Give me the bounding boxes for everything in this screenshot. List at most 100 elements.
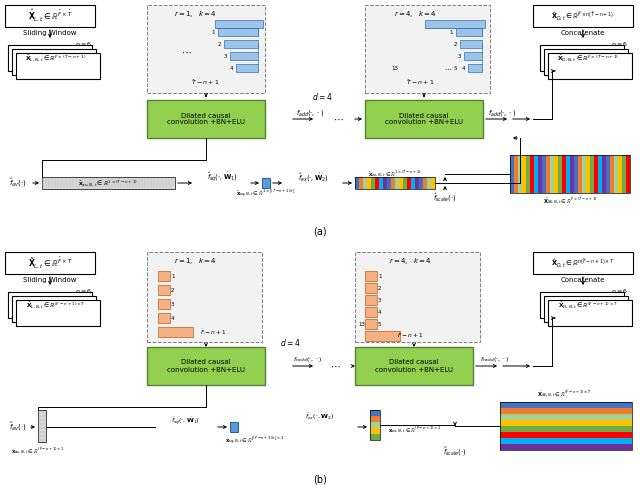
FancyBboxPatch shape (544, 49, 628, 75)
FancyBboxPatch shape (365, 5, 490, 93)
Text: $n=6$: $n=6$ (611, 40, 628, 48)
Text: 1: 1 (378, 274, 381, 279)
FancyBboxPatch shape (387, 177, 391, 189)
FancyBboxPatch shape (544, 296, 628, 322)
Text: 2: 2 (171, 287, 175, 292)
Text: $r=4,\ \ k=4$: $r=4,\ \ k=4$ (394, 9, 436, 19)
Text: $\hat{\mathbf{X}}_{D,N,t}\in\mathbb{R}^{\hat{F}\times(\hat{T}-n+1)}$: $\hat{\mathbf{X}}_{D,N,t}\in\mathbb{R}^{… (557, 53, 619, 63)
Text: $\tilde{F}-n+1$: $\tilde{F}-n+1$ (200, 327, 227, 337)
FancyBboxPatch shape (514, 155, 518, 193)
Text: $\hat{\mathbf{X}}_{L,N,t}\in\mathbb{R}^{(\hat{F}-n+1)\times T}$: $\hat{\mathbf{X}}_{L,N,t}\in\mathbb{R}^{… (26, 300, 86, 310)
FancyBboxPatch shape (365, 331, 400, 341)
Text: $\hat{\mathbf{X}}_{D,t}\in\mathbb{R}^{n(\hat{F}-n+1)\times T}$: $\hat{\mathbf{X}}_{D,t}\in\mathbb{R}^{n(… (551, 256, 615, 270)
Text: $\hat{\mathbf{X}}_{D,N,t}\in\mathbb{R}^{(\hat{F}-n+1)\times T}$: $\hat{\mathbf{X}}_{D,N,t}\in\mathbb{R}^{… (557, 300, 618, 310)
FancyBboxPatch shape (415, 177, 419, 189)
Text: $n=6$: $n=6$ (76, 287, 93, 295)
FancyBboxPatch shape (367, 177, 371, 189)
FancyBboxPatch shape (427, 177, 431, 189)
Text: $f_{nadd}(\cdot,\cdot)$: $f_{nadd}(\cdot,\cdot)$ (293, 355, 323, 364)
Text: 13: 13 (392, 66, 399, 70)
FancyBboxPatch shape (423, 177, 427, 189)
Text: Concatenate: Concatenate (561, 30, 605, 36)
Text: $\hat{f}_{av}(\cdot)$: $\hat{f}_{av}(\cdot)$ (9, 177, 27, 189)
Text: $\cdots$: $\cdots$ (333, 114, 343, 124)
FancyBboxPatch shape (500, 408, 632, 414)
FancyBboxPatch shape (500, 414, 632, 420)
FancyBboxPatch shape (355, 177, 359, 189)
FancyBboxPatch shape (548, 300, 632, 326)
FancyBboxPatch shape (370, 422, 380, 428)
FancyBboxPatch shape (365, 319, 377, 329)
FancyBboxPatch shape (158, 271, 170, 281)
Text: 4: 4 (171, 316, 175, 320)
Text: 4: 4 (461, 66, 465, 70)
Text: $r=1,\ \ k=4$: $r=1,\ \ k=4$ (173, 256, 216, 266)
Text: 2: 2 (378, 285, 381, 290)
Text: 4: 4 (230, 66, 233, 70)
FancyBboxPatch shape (12, 296, 96, 322)
FancyBboxPatch shape (230, 422, 238, 432)
FancyBboxPatch shape (215, 20, 263, 28)
FancyBboxPatch shape (42, 177, 175, 189)
FancyBboxPatch shape (403, 177, 407, 189)
FancyBboxPatch shape (12, 49, 96, 75)
FancyBboxPatch shape (586, 155, 590, 193)
FancyBboxPatch shape (370, 416, 380, 422)
FancyBboxPatch shape (548, 53, 632, 79)
FancyBboxPatch shape (365, 271, 377, 281)
FancyBboxPatch shape (554, 155, 558, 193)
Text: $\cdots$: $\cdots$ (180, 47, 191, 57)
Text: 4: 4 (378, 310, 381, 315)
FancyBboxPatch shape (16, 300, 100, 326)
Text: $\tilde{\mathbf{x}}_{sq,N,t}\in\mathbb{R}^{\lfloor(\hat{F}-n+1)/r\rfloor\times 1: $\tilde{\mathbf{x}}_{sq,N,t}\in\mathbb{R… (225, 435, 285, 447)
Text: $d=4$: $d=4$ (312, 91, 332, 102)
FancyBboxPatch shape (355, 252, 480, 342)
FancyBboxPatch shape (5, 252, 95, 274)
FancyBboxPatch shape (158, 313, 170, 323)
Text: $\hat{f}_{scale}(\cdot)$: $\hat{f}_{scale}(\cdot)$ (433, 192, 456, 204)
FancyBboxPatch shape (570, 155, 574, 193)
FancyBboxPatch shape (147, 100, 265, 138)
Text: Dilated causal
convolution +BN+ELU: Dilated causal convolution +BN+ELU (167, 359, 245, 373)
FancyBboxPatch shape (550, 155, 554, 193)
Text: 1: 1 (171, 274, 175, 279)
FancyBboxPatch shape (500, 432, 632, 438)
FancyBboxPatch shape (359, 177, 363, 189)
Text: (a): (a) (313, 227, 327, 237)
FancyBboxPatch shape (218, 28, 258, 36)
Text: $\tilde{F}-n+1$: $\tilde{F}-n+1$ (397, 330, 423, 340)
FancyBboxPatch shape (365, 283, 377, 293)
FancyBboxPatch shape (542, 155, 546, 193)
Text: $\tilde{f}_{ex}(\cdot,\tilde{\mathbf{W}}_2)$: $\tilde{f}_{ex}(\cdot,\tilde{\mathbf{W}}… (305, 412, 335, 422)
FancyBboxPatch shape (518, 155, 522, 193)
FancyBboxPatch shape (546, 155, 550, 193)
FancyBboxPatch shape (383, 177, 387, 189)
Text: $r=1,\ \ k=4$: $r=1,\ \ k=4$ (173, 9, 216, 19)
FancyBboxPatch shape (147, 252, 262, 342)
Text: $\hat{\mathbf{X}}_{D,t}\in\mathbb{R}^{\hat{F}\times n(\hat{T}-n+1)}$: $\hat{\mathbf{X}}_{D,t}\in\mathbb{R}^{\h… (552, 9, 614, 23)
FancyBboxPatch shape (594, 155, 598, 193)
FancyBboxPatch shape (533, 252, 633, 274)
FancyBboxPatch shape (355, 347, 473, 385)
Text: 3: 3 (458, 54, 461, 59)
FancyBboxPatch shape (534, 155, 538, 193)
Text: 1: 1 (449, 30, 453, 35)
Text: $\tilde{\mathbf{x}}_{av,N,t}\in\mathbb{R}^{(\hat{F}-n+1)\times 1}$: $\tilde{\mathbf{x}}_{av,N,t}\in\mathbb{R… (11, 446, 65, 456)
FancyBboxPatch shape (460, 40, 482, 48)
FancyBboxPatch shape (500, 444, 632, 450)
FancyBboxPatch shape (371, 177, 375, 189)
Text: Concatenate: Concatenate (561, 277, 605, 283)
FancyBboxPatch shape (526, 155, 530, 193)
FancyBboxPatch shape (598, 155, 602, 193)
FancyBboxPatch shape (566, 155, 570, 193)
Text: $\hat{T}-n+1$: $\hat{T}-n+1$ (191, 77, 220, 87)
Text: 3: 3 (171, 302, 175, 307)
FancyBboxPatch shape (16, 53, 100, 79)
FancyBboxPatch shape (530, 155, 534, 193)
FancyBboxPatch shape (370, 410, 380, 416)
Text: Sliding Window: Sliding Window (23, 30, 77, 36)
FancyBboxPatch shape (230, 52, 258, 60)
FancyBboxPatch shape (158, 327, 193, 337)
Text: 2: 2 (218, 41, 221, 46)
FancyBboxPatch shape (147, 347, 265, 385)
